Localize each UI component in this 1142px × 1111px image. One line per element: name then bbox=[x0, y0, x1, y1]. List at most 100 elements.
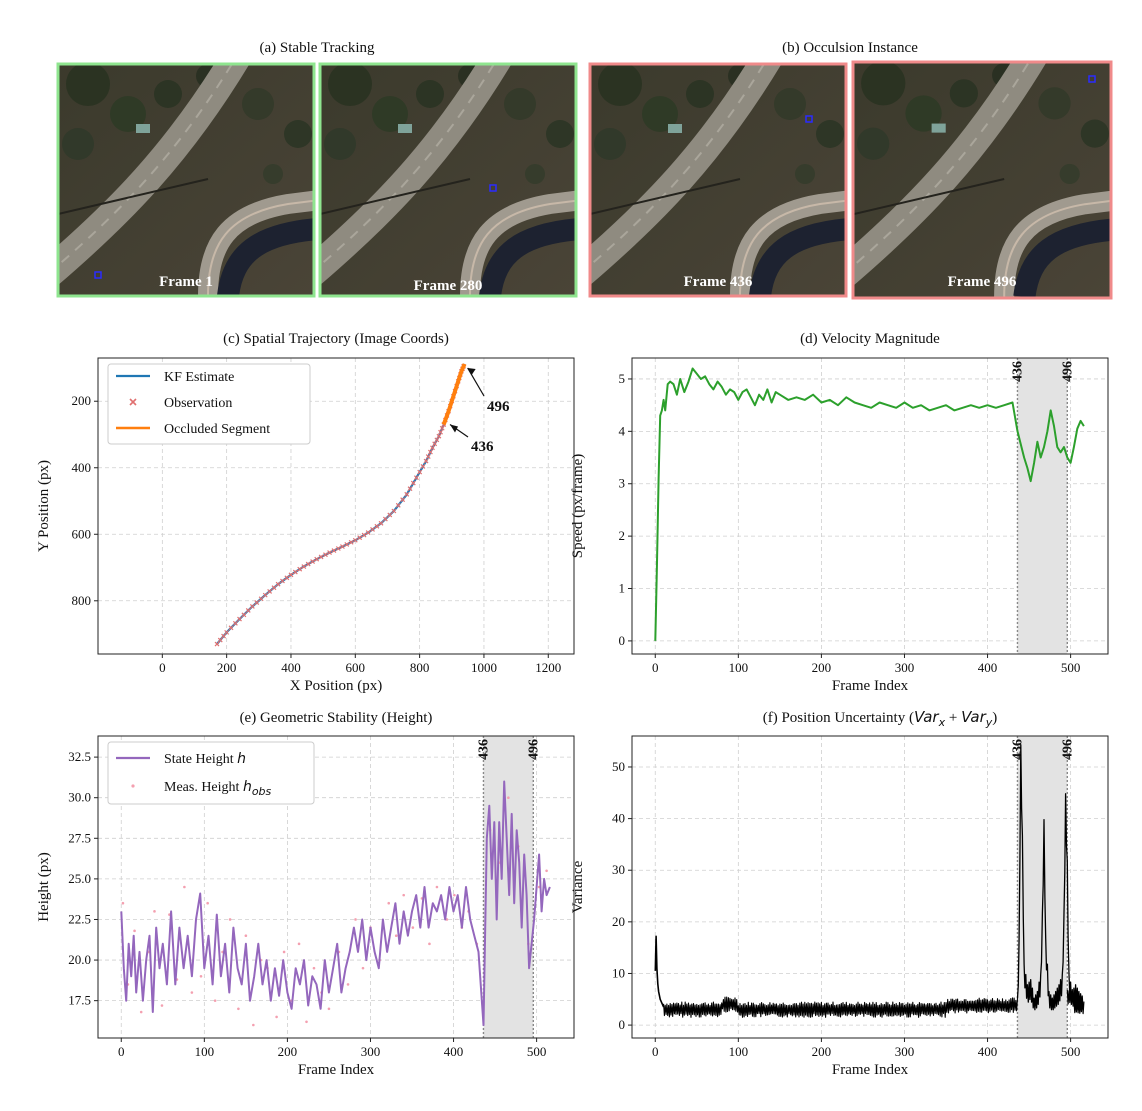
measured-height-point bbox=[346, 983, 350, 986]
x-tick-label: 300 bbox=[895, 1044, 915, 1059]
legend-label-occluded: Occluded Segment bbox=[164, 422, 270, 437]
observation-marker bbox=[254, 600, 260, 606]
x-tick-label: 400 bbox=[281, 660, 301, 675]
measured-height-point bbox=[428, 942, 431, 946]
variance-noise-band bbox=[663, 996, 1019, 1018]
observation-marker bbox=[417, 469, 423, 475]
observation-marker bbox=[430, 445, 435, 451]
y-tick-label: 400 bbox=[72, 460, 92, 475]
legend-swatch-observation bbox=[129, 398, 137, 406]
occlusion-region bbox=[1017, 358, 1068, 654]
measured-height-point bbox=[411, 926, 415, 929]
target-box bbox=[805, 115, 813, 123]
observation-marker bbox=[348, 539, 354, 545]
observation-marker bbox=[275, 581, 281, 587]
y-tick-label: 1 bbox=[619, 581, 626, 596]
y-tick-label: 20 bbox=[612, 914, 625, 929]
occlusion-start-label: 436 bbox=[476, 739, 491, 760]
annotation-label-436: 436 bbox=[471, 439, 494, 455]
legend: KF Estimate Observation Occluded Segment bbox=[107, 363, 311, 445]
observation-marker bbox=[297, 566, 303, 572]
legend-meas-math: h bbox=[243, 779, 252, 795]
target-box bbox=[1088, 75, 1096, 83]
title-text: (f) Position Uncertainty ( bbox=[763, 710, 914, 726]
measured-height-point bbox=[507, 796, 510, 799]
frame-tile-2: Frame 280 bbox=[318, 62, 578, 298]
x-tick-label: 0 bbox=[118, 1044, 125, 1059]
observation-marker bbox=[428, 449, 433, 455]
plot-frame bbox=[97, 357, 575, 655]
y-tick-label: 600 bbox=[72, 526, 92, 541]
measured-height-point bbox=[213, 999, 217, 1002]
y-tick-label: 30 bbox=[612, 862, 625, 877]
measured-height-point bbox=[297, 942, 301, 946]
y-tick-label: 0 bbox=[619, 1017, 626, 1032]
y-tick-label: 30.0 bbox=[68, 790, 91, 805]
observation-marker bbox=[423, 458, 429, 464]
observation-marker bbox=[370, 527, 375, 532]
measured-height-point bbox=[237, 1007, 240, 1011]
observation-marker bbox=[305, 561, 311, 567]
y-tick-label: 0 bbox=[619, 633, 626, 648]
observation-marker bbox=[420, 463, 426, 469]
legend-swatch-meas bbox=[131, 784, 135, 788]
observation-marker bbox=[241, 612, 247, 618]
x-axis-label: Frame Index bbox=[832, 1062, 909, 1078]
chart-title: (f) Position Uncertainty (Varx + Vary) bbox=[763, 708, 998, 729]
trajectory-chart: (c) Spatial Trajectory (Image Coords) 0 20… bbox=[36, 331, 575, 694]
observation-marker bbox=[352, 537, 358, 543]
legend-box bbox=[107, 363, 311, 445]
measured-height-point bbox=[153, 910, 156, 913]
measured-height-point bbox=[160, 1004, 164, 1007]
observation-marker bbox=[331, 548, 337, 553]
variance-chart: (f) Position Uncertainty (Varx + Vary)43… bbox=[570, 708, 1109, 1078]
occlusion-end-label: 496 bbox=[1060, 739, 1075, 760]
observation-marker bbox=[357, 535, 363, 541]
y-axis-label: Speed (px/frame) bbox=[570, 454, 586, 559]
target-box bbox=[489, 184, 497, 192]
x-tick-label: 400 bbox=[444, 1044, 464, 1059]
target-box bbox=[94, 271, 102, 279]
observation-marker bbox=[439, 425, 445, 431]
x-tick-label: 1200 bbox=[535, 660, 561, 675]
observation-marker bbox=[224, 629, 230, 635]
measured-height-point bbox=[199, 975, 203, 978]
observation-marker bbox=[288, 572, 294, 578]
x-tick-label: 100 bbox=[729, 1044, 749, 1059]
observation-marker bbox=[400, 497, 406, 503]
y-tick-label: 25.0 bbox=[68, 871, 91, 886]
observation-marker bbox=[228, 625, 234, 631]
x-tick-label: 0 bbox=[652, 1044, 659, 1059]
measured-height-point bbox=[354, 918, 357, 921]
y-tick-label: 27.5 bbox=[68, 830, 91, 845]
legend-label-observation: Observation bbox=[164, 396, 232, 411]
x-tick-label: 300 bbox=[361, 1044, 381, 1059]
title-var-x: Var bbox=[914, 708, 939, 726]
y-tick-label: 2 bbox=[619, 528, 626, 543]
x-tick-label: 300 bbox=[895, 660, 915, 675]
measured-height-point bbox=[312, 966, 316, 970]
measured-height-point bbox=[133, 929, 136, 933]
observation-marker bbox=[232, 620, 238, 626]
observation-marker bbox=[284, 575, 290, 581]
legend-meas-text: Meas. Height bbox=[164, 780, 243, 795]
x-tick-label: 1000 bbox=[471, 660, 497, 675]
x-tick-label: 500 bbox=[527, 1044, 547, 1059]
observation-marker bbox=[432, 441, 438, 447]
chart-title: (d) Velocity Magnitude bbox=[800, 331, 940, 347]
observation-marker bbox=[335, 546, 341, 551]
y-tick-label: 200 bbox=[72, 393, 92, 408]
frame-border-4 bbox=[851, 60, 1113, 300]
occlusion-start-label: 436 bbox=[1010, 361, 1025, 382]
speed-line bbox=[654, 367, 1085, 641]
x-tick-label: 200 bbox=[812, 1044, 832, 1059]
y-tick-label: 50 bbox=[612, 759, 625, 774]
legend-state-text: State Height bbox=[164, 752, 237, 767]
plot-frame bbox=[631, 357, 1109, 655]
observation-marker bbox=[387, 512, 393, 518]
observation-marker bbox=[344, 542, 350, 547]
observation-marker bbox=[374, 523, 380, 529]
